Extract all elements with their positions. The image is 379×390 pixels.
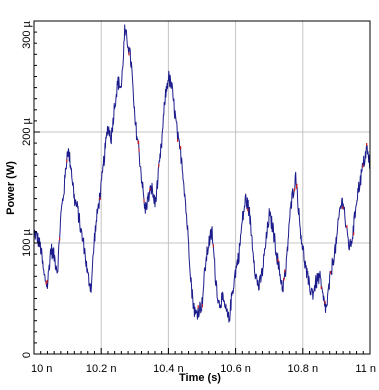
series-line (33, 24, 371, 323)
x-tick-label: 10 n (31, 363, 52, 375)
axis-ticks (33, 20, 371, 355)
x-tick-label: 10.4 n (153, 363, 184, 375)
y-axis-title: Power (W) (5, 161, 17, 215)
y-tick-label: 200 µ (21, 117, 33, 145)
y-tick-label: 0 (21, 352, 33, 358)
x-tick-label: 10.8 n (288, 363, 319, 375)
x-tick-label: 10.6 n (220, 363, 251, 375)
series-layer (33, 24, 371, 323)
y-tick-label: 300 µ (21, 20, 33, 48)
x-tick-labels: 10 n 10.2 n 10.4 n 10.6 n 10.8 n 11 n (31, 363, 376, 375)
y-tick-labels: 0 100 µ 200 µ 300 µ (21, 20, 33, 358)
y-tick-label: 100 µ (21, 228, 33, 256)
x-tick-label: 11 n (355, 363, 376, 375)
x-axis-title: Time (s) (179, 372, 221, 384)
x-tick-label: 10.2 n (86, 363, 117, 375)
